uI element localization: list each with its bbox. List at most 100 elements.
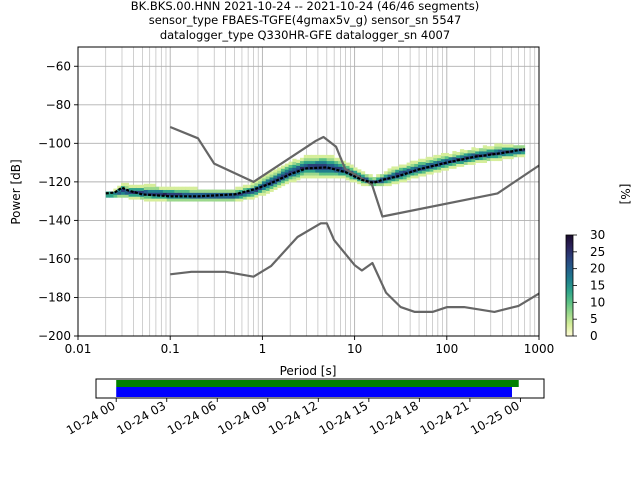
density-cell: [494, 154, 499, 159]
density-cell: [459, 160, 465, 164]
density-cell: [520, 151, 526, 155]
density-cell: [517, 153, 522, 158]
density-cell: [261, 192, 267, 196]
density-cell: [193, 198, 198, 202]
density-cell: [479, 151, 484, 155]
density-cell: [406, 162, 411, 166]
density-cell: [471, 147, 476, 151]
density-cell: [399, 167, 404, 171]
density-cell: [315, 172, 320, 176]
density-cell: [326, 154, 331, 159]
density-cell: [414, 163, 419, 167]
density-cell: [383, 182, 389, 187]
density-cell: [235, 192, 240, 196]
density-cell: [501, 152, 507, 157]
density-cell: [120, 188, 126, 192]
density-cell: [334, 160, 339, 164]
density-cell: [303, 163, 309, 167]
density-cell: [360, 182, 366, 187]
density-cell: [204, 195, 209, 199]
density-cell: [265, 173, 270, 177]
title-line-2: sensor_type FBAES-TGFE(4gmax5v_g) sensor…: [149, 13, 462, 27]
density-cell: [311, 157, 316, 162]
title-line-1: BK.BKS.00.HNN 2021-10-24 -- 2021-10-24 (…: [131, 0, 479, 13]
density-cell: [433, 160, 438, 164]
density-cell: [273, 169, 278, 173]
psd-density-cells: [105, 143, 526, 202]
density-cell: [349, 167, 354, 171]
density-cell: [467, 161, 472, 165]
density-cell: [269, 171, 274, 175]
density-cell: [288, 161, 293, 165]
density-cell: [242, 196, 248, 200]
density-cell: [414, 166, 419, 170]
density-cell: [467, 152, 472, 157]
density-cell: [379, 179, 385, 184]
density-cell: [437, 160, 442, 164]
density-cell: [307, 154, 312, 159]
density-cell: [520, 145, 526, 149]
density-cell: [421, 170, 427, 174]
density-cell: [162, 198, 168, 202]
density-cell: [437, 154, 442, 159]
density-cell: [193, 189, 198, 193]
density-cell: [185, 198, 190, 202]
x-tick-label: 1000: [524, 342, 555, 356]
density-cell: [418, 158, 423, 163]
density-cell: [395, 166, 400, 170]
density-cell: [269, 177, 274, 181]
density-cell: [376, 174, 381, 178]
density-cell: [315, 160, 320, 164]
density-cell: [479, 148, 484, 152]
density-cell: [459, 154, 465, 159]
colorbar-ticks: 0 5 10 15 20 25 30: [573, 228, 605, 343]
density-cell: [159, 189, 164, 193]
y-tick-label: −100: [38, 136, 71, 150]
timeline-tick-label: 10-24 12: [266, 398, 320, 437]
density-cell: [250, 184, 255, 189]
density-cell: [273, 180, 278, 185]
density-cell: [151, 189, 156, 193]
density-cell: [326, 163, 331, 167]
density-cell: [277, 173, 282, 177]
density-cell: [273, 183, 278, 188]
density-cell: [494, 157, 499, 162]
density-cell: [307, 160, 312, 164]
density-cell: [185, 195, 190, 199]
density-cell: [181, 192, 187, 196]
density-cell: [315, 163, 320, 167]
density-cell: [418, 173, 423, 177]
density-cell: [170, 198, 175, 202]
density-cell: [360, 171, 366, 175]
density-cell: [254, 194, 259, 198]
density-cell: [471, 152, 476, 157]
timeline-bars: [116, 380, 519, 397]
density-cell: [494, 146, 499, 150]
density-cell: [349, 178, 354, 183]
timeline-tick-label: 10-24 06: [165, 398, 219, 437]
density-cell: [399, 176, 404, 180]
density-cell: [338, 169, 343, 173]
density-cell: [334, 163, 339, 167]
density-cell: [239, 192, 244, 196]
density-cell: [216, 195, 221, 199]
y-tick-label: −60: [46, 59, 71, 73]
density-cell: [479, 159, 484, 163]
density-cell: [284, 169, 289, 173]
density-cell: [280, 165, 286, 169]
density-cell: [204, 198, 209, 202]
density-cell: [425, 171, 430, 175]
density-cell: [387, 168, 392, 172]
density-cell: [284, 166, 289, 170]
density-cell: [204, 189, 209, 193]
density-cell: [220, 198, 225, 202]
density-cell: [513, 145, 518, 149]
density-cell: [296, 177, 301, 181]
density-cell: [223, 198, 229, 202]
density-cell: [189, 189, 194, 193]
density-cell: [311, 172, 316, 176]
density-cell: [258, 180, 263, 185]
density-cell: [292, 167, 297, 171]
